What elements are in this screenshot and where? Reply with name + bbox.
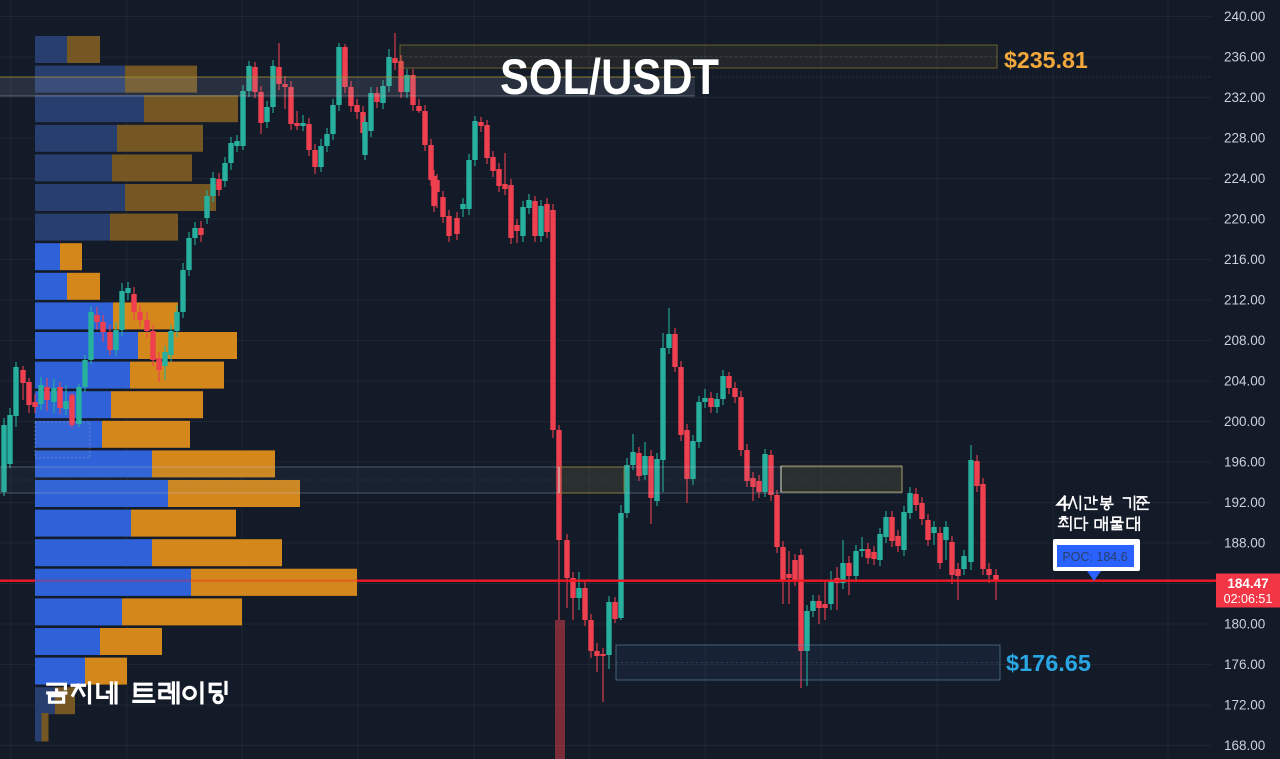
svg-text:176.00: 176.00: [1224, 657, 1265, 672]
svg-text:168.00: 168.00: [1224, 738, 1265, 753]
svg-text:212.00: 212.00: [1224, 293, 1265, 308]
svg-text:180.00: 180.00: [1224, 617, 1265, 632]
svg-text:SOL/USDT: SOL/USDT: [500, 49, 719, 105]
svg-text:172.00: 172.00: [1224, 698, 1265, 713]
svg-text:228.00: 228.00: [1224, 131, 1265, 146]
svg-text:208.00: 208.00: [1224, 333, 1265, 348]
svg-text:POC: 184.6: POC: 184.6: [1062, 550, 1127, 564]
svg-text:$235.81: $235.81: [1004, 47, 1088, 73]
svg-text:196.00: 196.00: [1224, 455, 1265, 470]
svg-text:204.00: 204.00: [1224, 374, 1265, 389]
svg-text:188.00: 188.00: [1224, 536, 1265, 551]
svg-text:184.47: 184.47: [1227, 576, 1268, 591]
svg-text:$176.65: $176.65: [1006, 650, 1091, 676]
svg-text:240.00: 240.00: [1224, 9, 1265, 24]
svg-text:236.00: 236.00: [1224, 50, 1265, 65]
svg-text:192.00: 192.00: [1224, 495, 1265, 510]
svg-text:200.00: 200.00: [1224, 414, 1265, 429]
svg-text:02:06:51: 02:06:51: [1224, 592, 1273, 606]
svg-text:216.00: 216.00: [1224, 252, 1265, 267]
svg-text:224.00: 224.00: [1224, 171, 1265, 186]
svg-text:220.00: 220.00: [1224, 212, 1265, 227]
svg-text:232.00: 232.00: [1224, 90, 1265, 105]
